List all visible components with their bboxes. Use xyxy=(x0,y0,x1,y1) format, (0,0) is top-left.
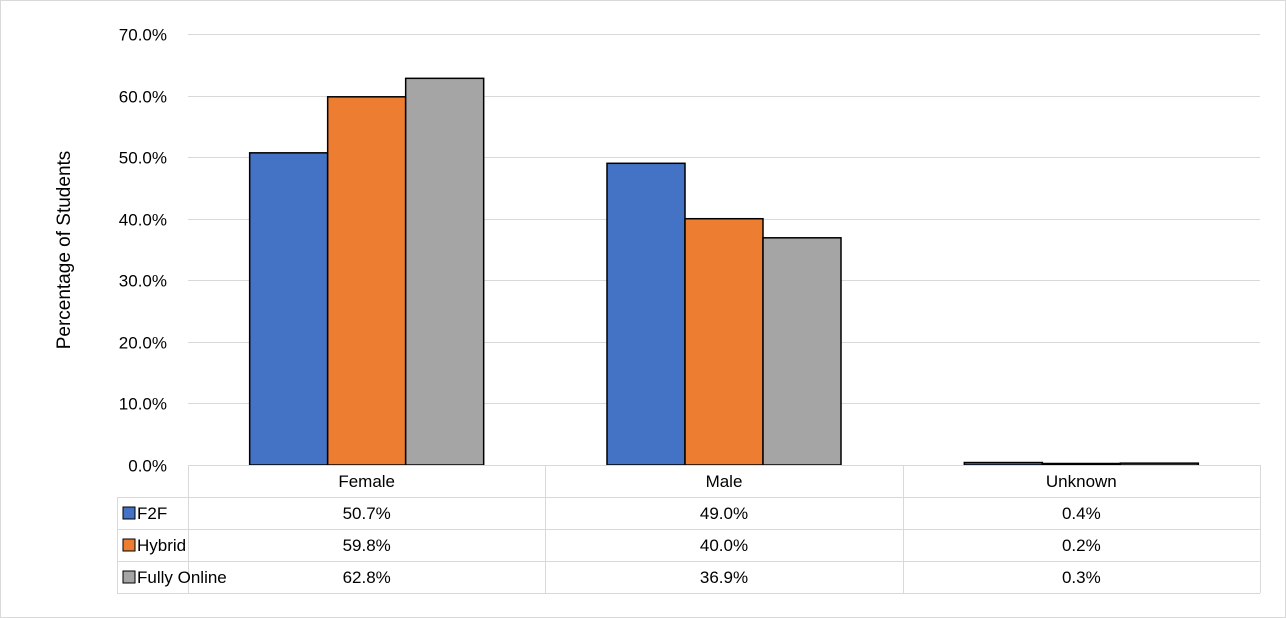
legend-key-fully-online xyxy=(122,570,136,584)
x-category-label: Female xyxy=(338,472,395,491)
y-tick-label: 30.0% xyxy=(119,272,167,291)
data-table-value: 62.8% xyxy=(343,568,391,587)
y-tick-label: 70.0% xyxy=(119,26,167,45)
data-table-value: 0.3% xyxy=(1062,568,1101,587)
data-table-value: 0.4% xyxy=(1062,504,1101,523)
legend-series-name: F2F xyxy=(137,504,167,523)
bar-hybrid-female xyxy=(326,96,407,466)
x-category-label: Male xyxy=(706,472,743,491)
data-table-value: 36.9% xyxy=(700,568,748,587)
y-tick-label: 10.0% xyxy=(119,395,167,414)
bar-hybrid-male xyxy=(684,217,764,466)
data-table-value: 59.8% xyxy=(343,536,391,555)
legend-series-name: Fully Online xyxy=(137,568,227,587)
y-tick-label: 40.0% xyxy=(119,211,167,230)
bar-f2f-unknown xyxy=(963,461,1044,466)
data-table: Female Male Unknown F2F 50.7% 49.0% 0.4% Hybrid… xyxy=(117,465,1261,594)
bar-hybrid-unknown xyxy=(1041,462,1122,466)
y-tick-label: 60.0% xyxy=(119,88,167,107)
bar-fully-online-female xyxy=(404,77,485,466)
y-tick-label: 20.0% xyxy=(119,334,167,353)
data-table-value: 49.0% xyxy=(700,504,748,523)
data-table-value: 50.7% xyxy=(343,504,391,523)
bar-f2f-female xyxy=(248,152,329,466)
legend-key-hybrid xyxy=(122,538,136,552)
y-axis-tick-labels: 0.0% 10.0% 20.0% 30.0% 40.0% 50.0% 60.0% 70.0% xyxy=(119,26,167,476)
data-table-value: 0.2% xyxy=(1062,536,1101,555)
y-tick-label: 0.0% xyxy=(128,457,167,476)
y-tick-label: 50.0% xyxy=(119,149,167,168)
data-table-value: 40.0% xyxy=(700,536,748,555)
legend-key-f2f xyxy=(122,506,136,520)
bars xyxy=(248,77,1200,466)
x-category-label: Unknown xyxy=(1046,472,1117,491)
bar-fully-online-male xyxy=(762,237,842,466)
legend-series-name: Hybrid xyxy=(137,536,186,555)
y-axis-title: Percentage of Students xyxy=(54,151,75,350)
bar-f2f-male xyxy=(606,162,686,466)
bar-fully-online-unknown xyxy=(1119,462,1200,466)
